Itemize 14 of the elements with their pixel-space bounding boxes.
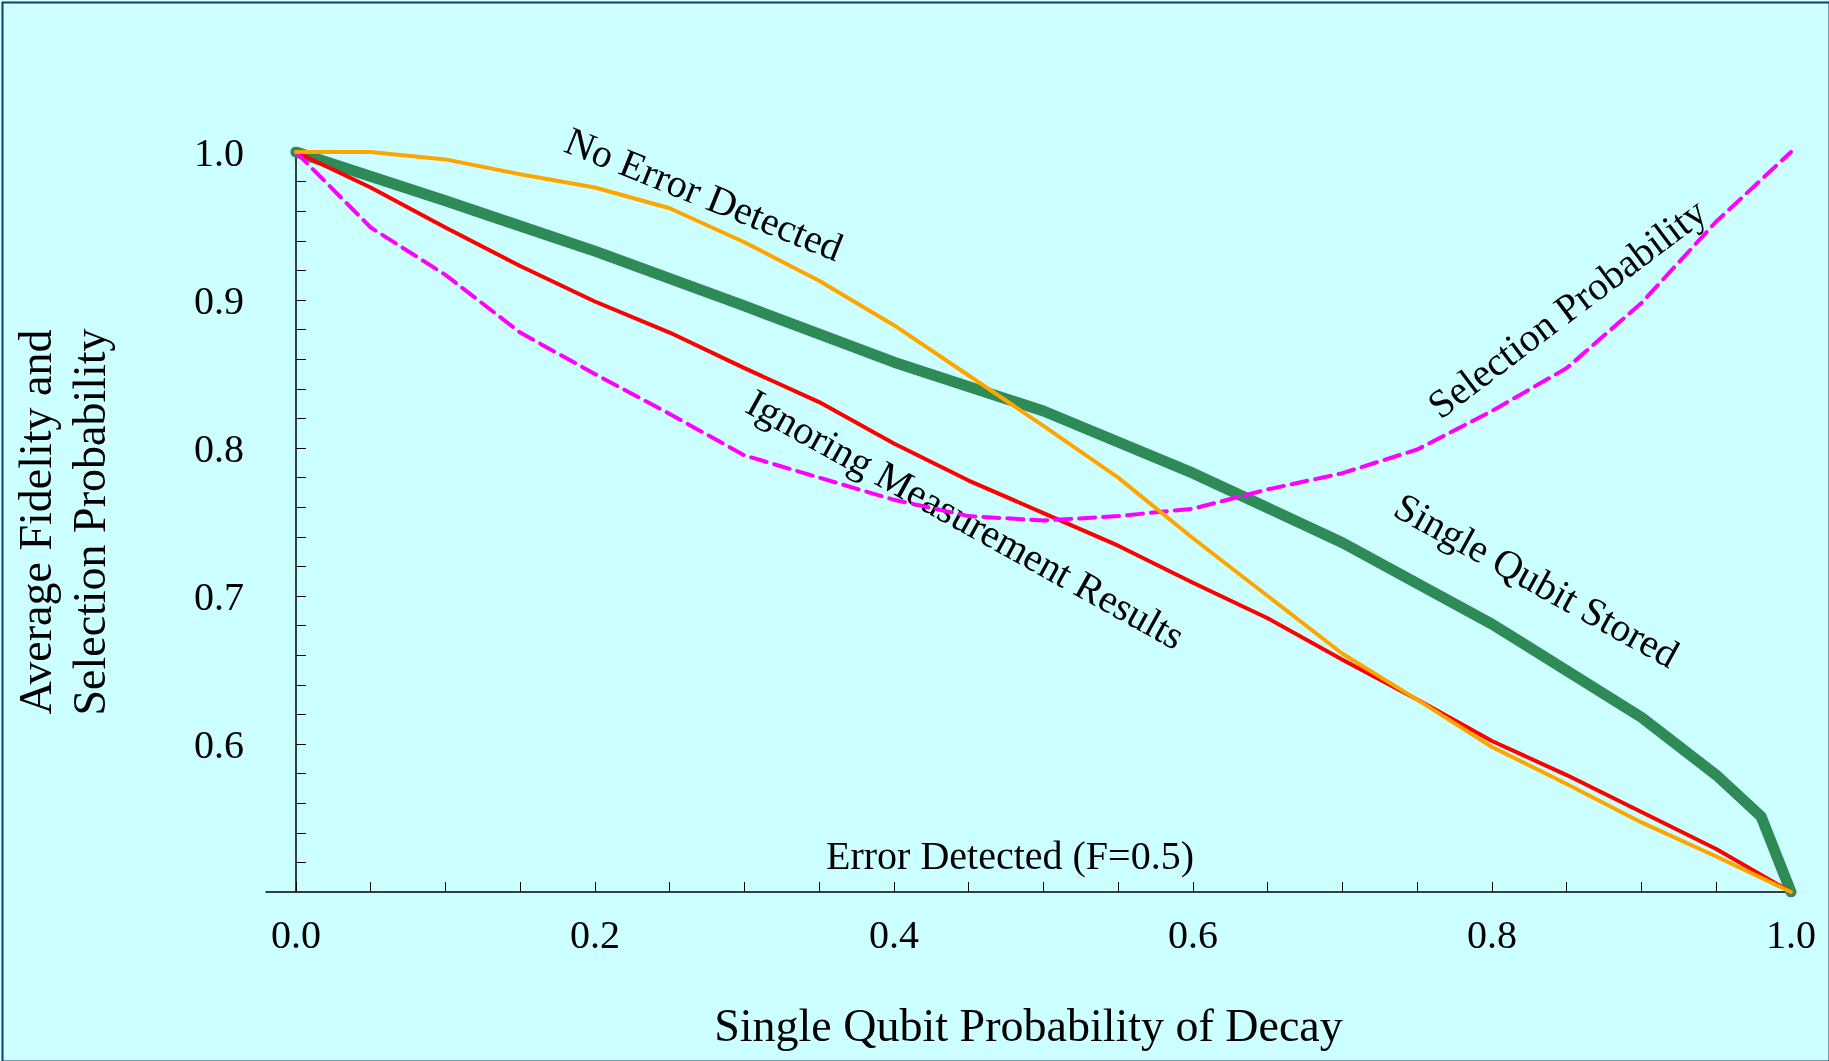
- x-tick-label: 0.8: [1466, 911, 1517, 957]
- y-tick-label: 0.7: [194, 573, 244, 619]
- x-tick-label: 0.6: [1167, 911, 1218, 957]
- y-tick-label: 0.6: [194, 721, 244, 767]
- annotation: Error Detected (F=0.5): [826, 832, 1194, 878]
- x-tick-label: 0.4: [868, 911, 919, 957]
- x-tick-label: 0.2: [569, 911, 620, 957]
- y-tick-label: 0.9: [194, 277, 244, 323]
- x-axis-title: Single Qubit Probability of Decay: [714, 999, 1343, 1051]
- y-axis-title: Average Fidelity and Selection Probability: [9, 328, 115, 716]
- y-tick-label: 1.0: [194, 129, 244, 175]
- y-tick-label: 0.8: [194, 425, 244, 471]
- x-tick-label: 1.0: [1766, 911, 1816, 957]
- x-tick-label: 0.0: [270, 911, 321, 957]
